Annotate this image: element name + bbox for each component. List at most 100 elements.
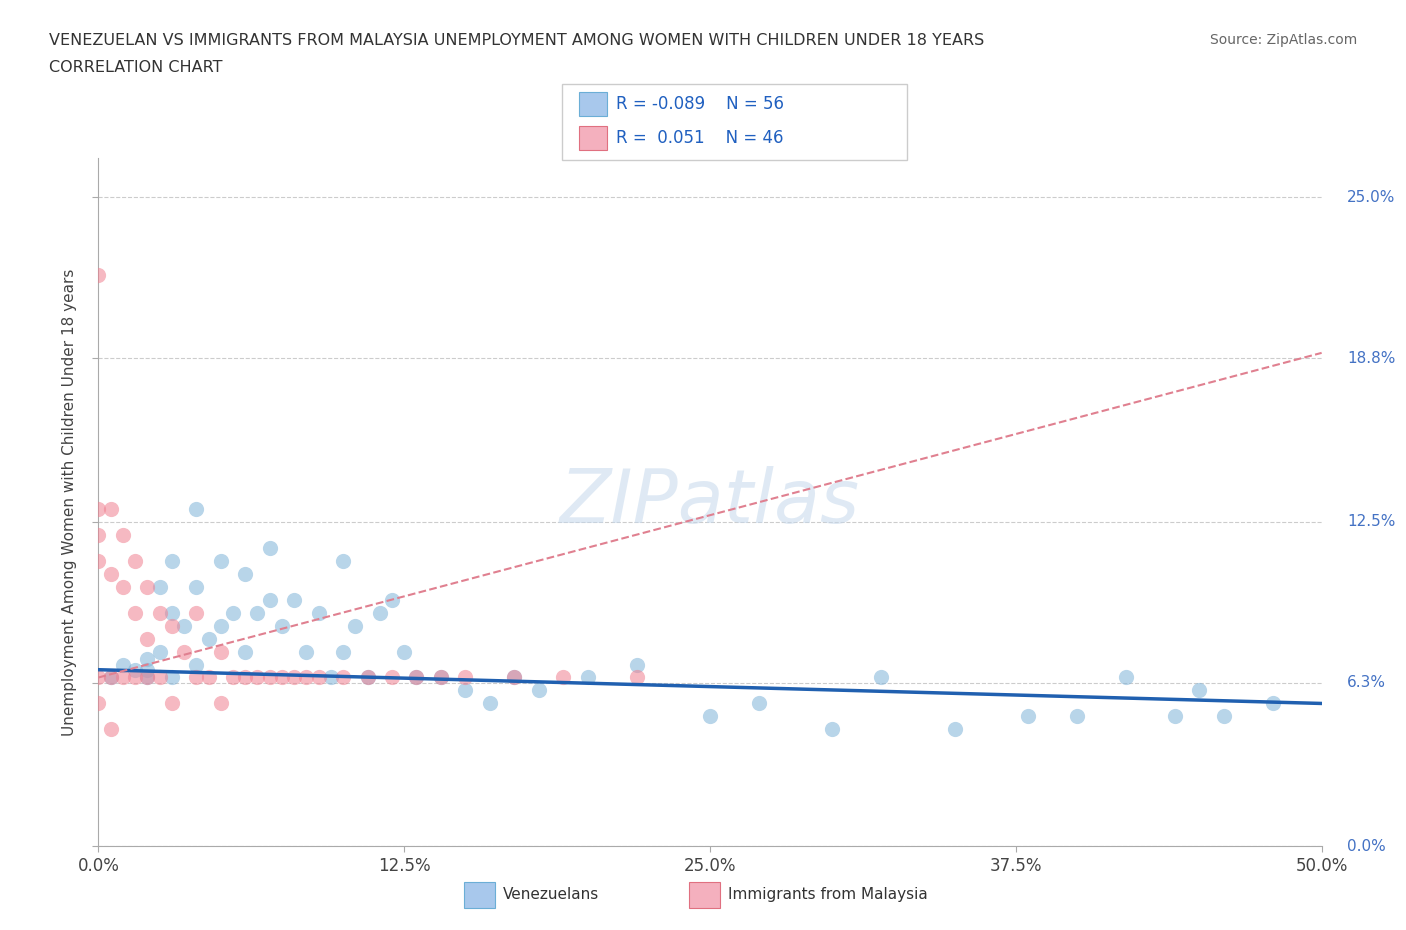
- Text: VENEZUELAN VS IMMIGRANTS FROM MALAYSIA UNEMPLOYMENT AMONG WOMEN WITH CHILDREN UN: VENEZUELAN VS IMMIGRANTS FROM MALAYSIA U…: [49, 33, 984, 47]
- Text: Immigrants from Malaysia: Immigrants from Malaysia: [728, 887, 928, 902]
- Point: [233, 644, 256, 659]
- Point: [527, 683, 550, 698]
- Point: [626, 670, 648, 684]
- Point: [295, 670, 318, 684]
- Text: Venezuelans: Venezuelans: [503, 887, 599, 902]
- Text: ZIPatlas: ZIPatlas: [560, 466, 860, 538]
- Point: [405, 670, 427, 684]
- Point: [553, 670, 575, 684]
- Point: [270, 670, 294, 684]
- Point: [283, 670, 305, 684]
- Point: [626, 658, 648, 672]
- Point: [186, 605, 208, 620]
- Point: [160, 618, 183, 633]
- Point: [503, 670, 526, 684]
- Point: [259, 540, 281, 555]
- Point: [186, 579, 208, 594]
- Point: [319, 670, 342, 684]
- Point: [246, 605, 269, 620]
- Text: 12.5%: 12.5%: [1347, 514, 1395, 529]
- Point: [136, 579, 159, 594]
- Point: [136, 670, 159, 684]
- Point: [308, 670, 330, 684]
- Point: [87, 268, 110, 283]
- Point: [233, 566, 256, 581]
- Point: [356, 670, 378, 684]
- Text: 0.0%: 0.0%: [1347, 839, 1386, 854]
- Point: [87, 670, 110, 684]
- Text: R =  0.051    N = 46: R = 0.051 N = 46: [616, 128, 783, 147]
- Point: [295, 644, 318, 659]
- Point: [149, 579, 172, 594]
- Y-axis label: Unemployment Among Women with Children Under 18 years: Unemployment Among Women with Children U…: [62, 269, 77, 736]
- Point: [111, 670, 134, 684]
- Point: [160, 696, 183, 711]
- Point: [259, 670, 281, 684]
- Point: [197, 631, 219, 646]
- Point: [136, 670, 159, 684]
- Point: [149, 670, 172, 684]
- Point: [454, 670, 477, 684]
- Point: [344, 618, 367, 633]
- Point: [111, 658, 134, 672]
- Point: [149, 644, 172, 659]
- Point: [430, 670, 453, 684]
- Point: [87, 501, 110, 516]
- Point: [332, 644, 354, 659]
- Point: [1212, 709, 1234, 724]
- Point: [100, 566, 122, 581]
- Point: [870, 670, 893, 684]
- Point: [111, 527, 134, 542]
- Point: [308, 605, 330, 620]
- Point: [111, 579, 134, 594]
- Point: [100, 722, 122, 737]
- Point: [246, 670, 269, 684]
- Point: [283, 592, 305, 607]
- Point: [943, 722, 966, 737]
- Point: [270, 618, 294, 633]
- Point: [173, 618, 195, 633]
- Point: [576, 670, 599, 684]
- Point: [1164, 709, 1187, 724]
- Point: [209, 553, 232, 568]
- Point: [356, 670, 378, 684]
- Point: [186, 670, 208, 684]
- Point: [381, 592, 404, 607]
- Point: [430, 670, 453, 684]
- Point: [186, 658, 208, 672]
- Point: [748, 696, 770, 711]
- Point: [209, 618, 232, 633]
- Point: [1017, 709, 1039, 724]
- Point: [197, 670, 219, 684]
- Text: 18.8%: 18.8%: [1347, 351, 1395, 365]
- Text: CORRELATION CHART: CORRELATION CHART: [49, 60, 222, 75]
- Point: [503, 670, 526, 684]
- Point: [209, 644, 232, 659]
- Point: [259, 592, 281, 607]
- Point: [368, 605, 391, 620]
- Text: 6.3%: 6.3%: [1347, 675, 1386, 690]
- Text: Source: ZipAtlas.com: Source: ZipAtlas.com: [1209, 33, 1357, 46]
- Point: [332, 553, 354, 568]
- Point: [173, 644, 195, 659]
- Point: [222, 670, 245, 684]
- Point: [222, 605, 245, 620]
- Point: [160, 553, 183, 568]
- Point: [149, 605, 172, 620]
- Point: [209, 696, 232, 711]
- Point: [1188, 683, 1211, 698]
- Point: [392, 644, 416, 659]
- Point: [124, 662, 146, 677]
- Point: [1261, 696, 1284, 711]
- Point: [699, 709, 721, 724]
- Point: [136, 652, 159, 667]
- Point: [87, 553, 110, 568]
- Text: R = -0.089    N = 56: R = -0.089 N = 56: [616, 95, 783, 113]
- Point: [87, 696, 110, 711]
- Point: [136, 631, 159, 646]
- Point: [332, 670, 354, 684]
- Point: [1115, 670, 1137, 684]
- Point: [821, 722, 844, 737]
- Point: [124, 670, 146, 684]
- Point: [100, 501, 122, 516]
